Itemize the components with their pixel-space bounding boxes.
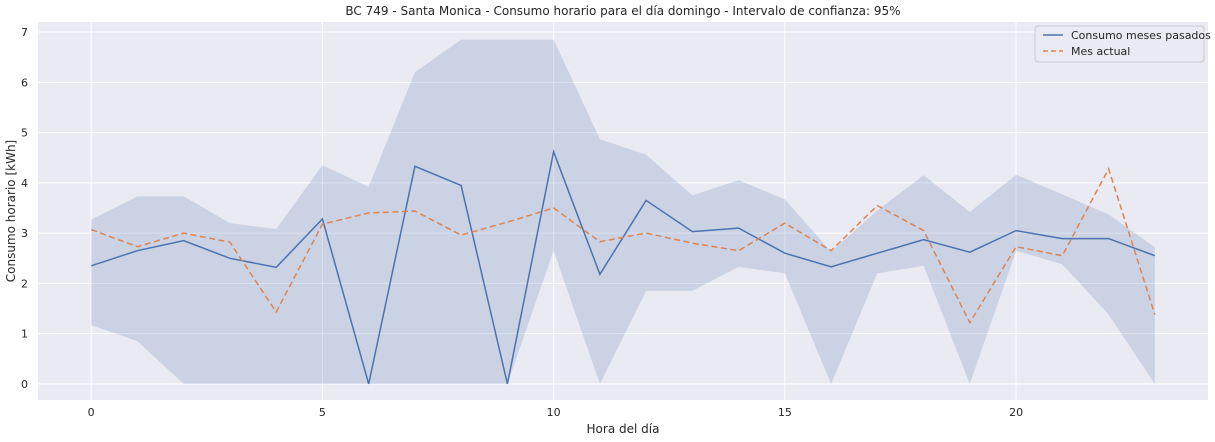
x-axis-label: Hora del día [587,422,660,436]
y-tick-label: 0 [21,378,28,391]
x-tick-label: 0 [88,406,95,419]
chart-title: BC 749 - Santa Monica - Consumo horario … [345,4,900,18]
x-tick-label: 15 [778,406,792,419]
x-tick-label: 10 [547,406,561,419]
series-line-mes-actual [90,166,1156,325]
confidence-band [91,39,1155,384]
x-tick-label: 5 [319,406,326,419]
x-tick-label: 20 [1009,406,1023,419]
plot-background [38,22,1208,400]
y-tick-label: 4 [21,177,28,190]
y-tick-label: 5 [21,127,28,140]
y-tick-labels: 0 1 2 3 4 5 6 7 [21,26,28,391]
x-gridlines [90,22,1017,400]
y-tick-label: 1 [21,328,28,341]
legend-label-consumo-meses-pasados: Consumo meses pasados [1071,29,1211,42]
legend: Consumo meses pasados Mes actual [1034,25,1211,63]
y-gridlines [38,31,1208,385]
y-tick-label: 6 [21,76,28,89]
legend-label-mes-actual: Mes actual [1071,45,1130,58]
x-tick-labels: 0 5 10 15 20 [88,406,1023,419]
legend-box [1034,25,1205,63]
y-axis-label: Consumo horario [kWh] [4,140,18,282]
y-tick-label: 3 [21,227,28,240]
y-tick-label: 7 [21,26,28,39]
y-tick-label: 2 [21,277,28,290]
